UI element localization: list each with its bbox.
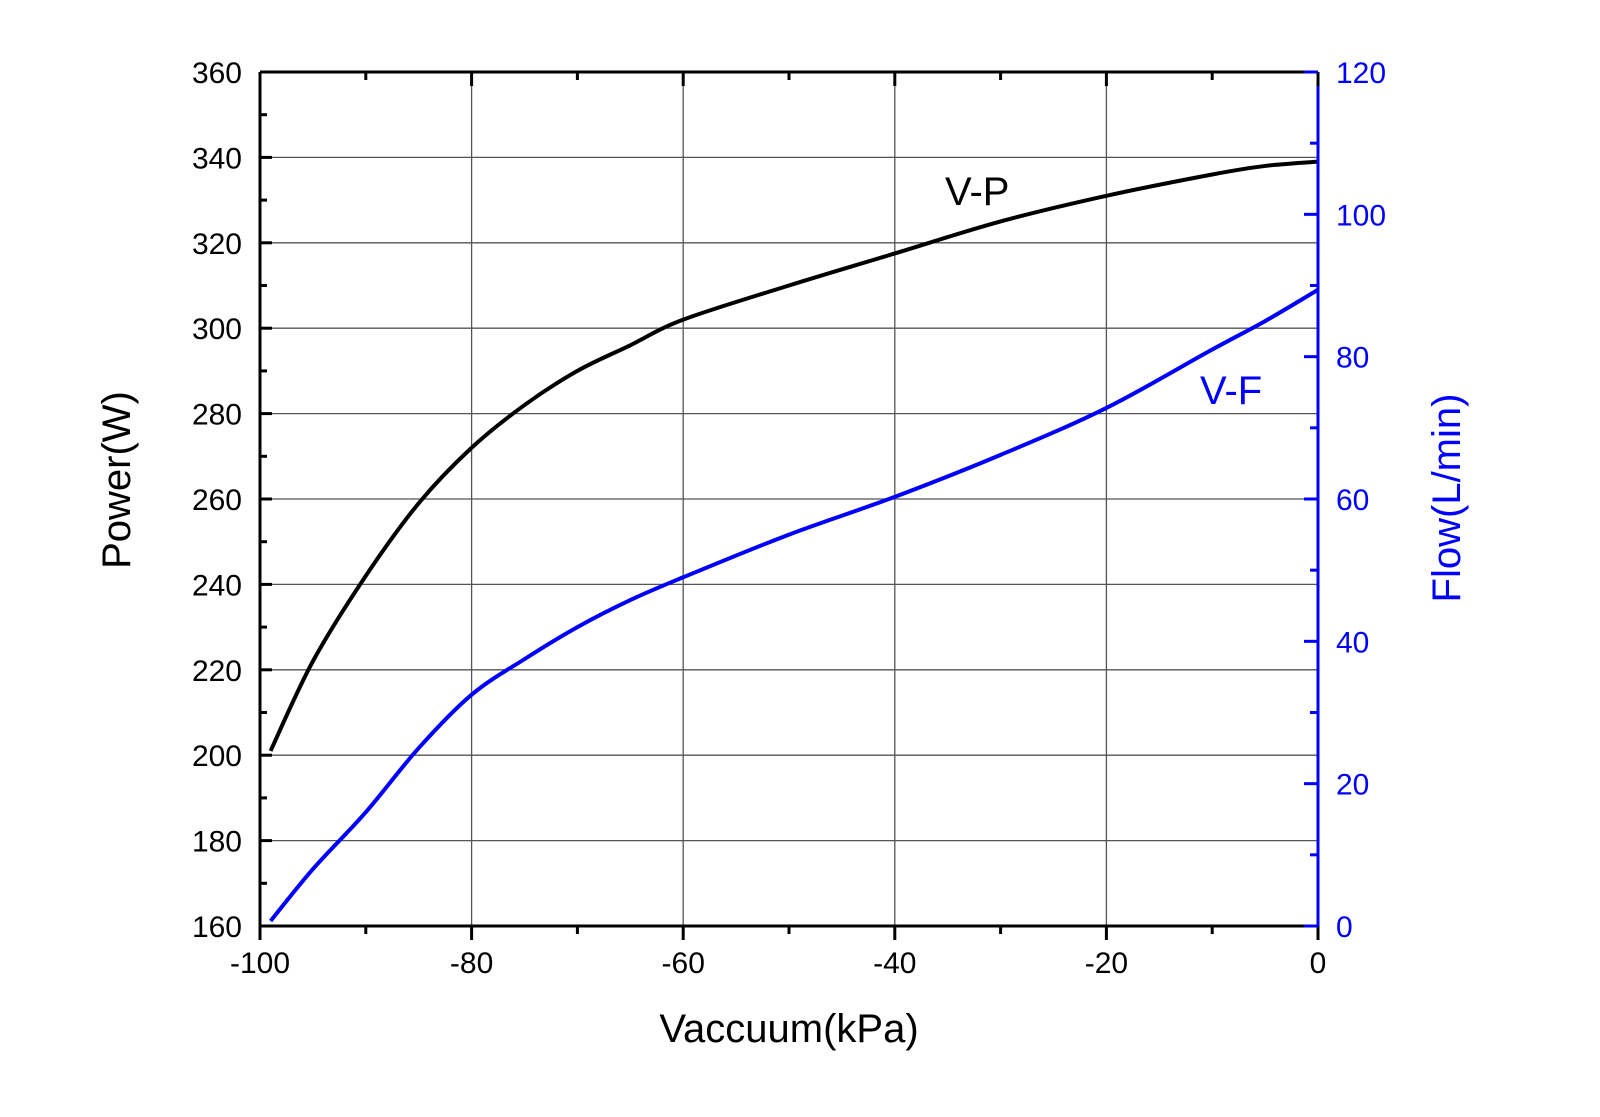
y-tick-label: 360 bbox=[192, 57, 242, 90]
series-line-v-f bbox=[269, 288, 1320, 923]
y-tick-label: 200 bbox=[192, 740, 242, 773]
y2-tick-label: 120 bbox=[1336, 57, 1386, 90]
x-tick-label: -20 bbox=[1085, 947, 1128, 980]
series-line-v-p bbox=[268, 159, 1319, 752]
x-tick-label: -40 bbox=[873, 947, 916, 980]
y-tick-label: 340 bbox=[192, 142, 242, 175]
annotation-v-p: V-P bbox=[945, 170, 1009, 214]
y2-tick-label: 60 bbox=[1336, 484, 1369, 517]
y-tick-label: 240 bbox=[192, 569, 242, 602]
x-tick-label: 0 bbox=[1310, 947, 1327, 980]
annotation-v-f: V-F bbox=[1200, 369, 1262, 413]
y-tick-label: 220 bbox=[192, 655, 242, 688]
y-tick-label: 160 bbox=[192, 911, 242, 944]
x-tick-label: -60 bbox=[662, 947, 705, 980]
y2-tick-label: 80 bbox=[1336, 342, 1369, 375]
y-tick-label: 260 bbox=[192, 484, 242, 517]
grid bbox=[260, 72, 1318, 926]
y-tick-label: 320 bbox=[192, 228, 242, 261]
y2-tick-label: 40 bbox=[1336, 626, 1369, 659]
y-axis-label: Power(W) bbox=[95, 391, 139, 569]
x-axis-label: Vaccuum(kPa) bbox=[659, 1007, 918, 1051]
y-tick-label: 180 bbox=[192, 826, 242, 859]
series-group bbox=[268, 159, 1320, 923]
y2-tick-label: 20 bbox=[1336, 769, 1369, 802]
y2-tick-label: 0 bbox=[1336, 911, 1353, 944]
x-tick-label: -80 bbox=[450, 947, 493, 980]
y2-axis-label: Flow(L/min) bbox=[1425, 394, 1469, 603]
y2-tick-label: 100 bbox=[1336, 199, 1386, 232]
x-tick-label: -100 bbox=[230, 947, 290, 980]
y-tick-label: 300 bbox=[192, 313, 242, 346]
y-tick-label: 280 bbox=[192, 399, 242, 432]
axes: -100 -80 -60 -40 -20 016018020022024026028030… bbox=[192, 57, 1386, 980]
